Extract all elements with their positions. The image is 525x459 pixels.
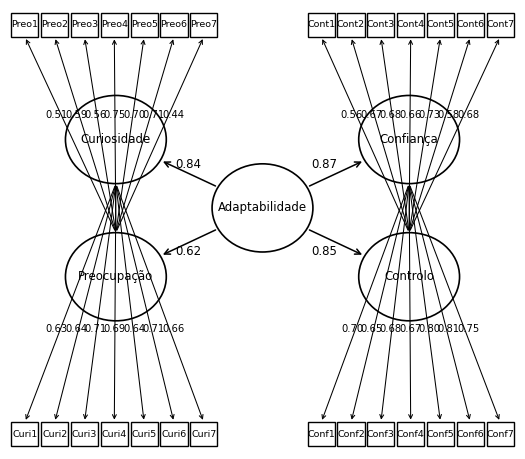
Text: Curi4: Curi4 bbox=[102, 430, 127, 439]
Text: 0.81: 0.81 bbox=[438, 325, 460, 334]
Text: 0.67: 0.67 bbox=[360, 110, 383, 120]
Text: Preo6: Preo6 bbox=[161, 20, 187, 29]
Text: 0.65: 0.65 bbox=[360, 325, 383, 334]
Text: Preo5: Preo5 bbox=[131, 20, 158, 29]
Text: 0.67: 0.67 bbox=[399, 325, 421, 334]
Text: 0.68: 0.68 bbox=[380, 110, 402, 120]
FancyBboxPatch shape bbox=[427, 422, 454, 446]
FancyBboxPatch shape bbox=[41, 422, 68, 446]
Text: Curi2: Curi2 bbox=[42, 430, 67, 439]
Text: 0.56: 0.56 bbox=[341, 110, 363, 120]
FancyBboxPatch shape bbox=[131, 422, 158, 446]
Text: Preo2: Preo2 bbox=[41, 20, 68, 29]
FancyBboxPatch shape bbox=[308, 422, 335, 446]
Text: Cont3: Cont3 bbox=[366, 20, 395, 29]
FancyBboxPatch shape bbox=[160, 13, 187, 37]
Text: 0.59: 0.59 bbox=[65, 110, 87, 120]
Text: 0.71: 0.71 bbox=[85, 325, 107, 334]
FancyBboxPatch shape bbox=[71, 13, 98, 37]
Text: 0.69: 0.69 bbox=[104, 325, 126, 334]
Text: 0.80: 0.80 bbox=[418, 325, 440, 334]
Text: Curiosidade: Curiosidade bbox=[81, 133, 151, 146]
Text: Curi3: Curi3 bbox=[72, 430, 97, 439]
Text: Controlo: Controlo bbox=[384, 270, 434, 283]
Text: 0.58: 0.58 bbox=[438, 110, 460, 120]
Text: Conf5: Conf5 bbox=[427, 430, 455, 439]
Text: 0.66: 0.66 bbox=[399, 110, 421, 120]
FancyBboxPatch shape bbox=[190, 13, 217, 37]
Text: 0.66: 0.66 bbox=[162, 325, 184, 334]
Text: 0.70: 0.70 bbox=[123, 110, 145, 120]
Text: 0.56: 0.56 bbox=[85, 110, 107, 120]
Text: 0.70: 0.70 bbox=[341, 325, 363, 334]
FancyBboxPatch shape bbox=[41, 13, 68, 37]
FancyBboxPatch shape bbox=[367, 422, 394, 446]
FancyBboxPatch shape bbox=[367, 13, 394, 37]
Text: 0.73: 0.73 bbox=[418, 110, 440, 120]
FancyBboxPatch shape bbox=[71, 422, 98, 446]
Text: 0.71: 0.71 bbox=[142, 110, 165, 120]
Text: 0.87: 0.87 bbox=[311, 158, 337, 171]
FancyBboxPatch shape bbox=[11, 422, 38, 446]
Text: Preo3: Preo3 bbox=[71, 20, 98, 29]
Text: Cont2: Cont2 bbox=[337, 20, 365, 29]
FancyBboxPatch shape bbox=[308, 13, 335, 37]
FancyBboxPatch shape bbox=[397, 13, 424, 37]
FancyBboxPatch shape bbox=[487, 422, 514, 446]
Text: Conf1: Conf1 bbox=[307, 430, 335, 439]
Text: Cont6: Cont6 bbox=[456, 20, 485, 29]
FancyBboxPatch shape bbox=[397, 422, 424, 446]
FancyBboxPatch shape bbox=[160, 422, 187, 446]
Text: 0.62: 0.62 bbox=[175, 246, 201, 258]
Text: Preo1: Preo1 bbox=[12, 20, 38, 29]
FancyBboxPatch shape bbox=[427, 13, 454, 37]
Text: 0.63: 0.63 bbox=[46, 325, 68, 334]
Text: Curi7: Curi7 bbox=[191, 430, 216, 439]
FancyBboxPatch shape bbox=[101, 422, 128, 446]
Text: Cont1: Cont1 bbox=[307, 20, 335, 29]
Text: Conf2: Conf2 bbox=[337, 430, 365, 439]
Text: Preo4: Preo4 bbox=[101, 20, 128, 29]
FancyBboxPatch shape bbox=[101, 13, 128, 37]
Text: Preo7: Preo7 bbox=[191, 20, 217, 29]
Text: Cont7: Cont7 bbox=[486, 20, 514, 29]
Text: 0.84: 0.84 bbox=[175, 158, 201, 171]
Text: Cont4: Cont4 bbox=[396, 20, 425, 29]
FancyBboxPatch shape bbox=[338, 13, 365, 37]
FancyBboxPatch shape bbox=[487, 13, 514, 37]
Text: Adaptabilidade: Adaptabilidade bbox=[218, 202, 307, 214]
Text: 0.68: 0.68 bbox=[380, 325, 402, 334]
Text: Conf7: Conf7 bbox=[486, 430, 514, 439]
Text: Confiança: Confiança bbox=[380, 133, 438, 146]
Text: 0.64: 0.64 bbox=[65, 325, 87, 334]
Text: Conf4: Conf4 bbox=[397, 430, 425, 439]
Text: Cont5: Cont5 bbox=[426, 20, 455, 29]
Text: 0.85: 0.85 bbox=[311, 246, 337, 258]
Text: Preocupação: Preocupação bbox=[78, 270, 153, 283]
Text: Curi5: Curi5 bbox=[132, 430, 157, 439]
Text: 0.44: 0.44 bbox=[162, 110, 184, 120]
FancyBboxPatch shape bbox=[131, 13, 158, 37]
Text: 0.64: 0.64 bbox=[123, 325, 145, 334]
Text: 0.75: 0.75 bbox=[457, 325, 479, 334]
Text: 0.71: 0.71 bbox=[142, 325, 165, 334]
FancyBboxPatch shape bbox=[457, 13, 484, 37]
Text: 0.75: 0.75 bbox=[104, 110, 126, 120]
FancyBboxPatch shape bbox=[190, 422, 217, 446]
Text: Curi1: Curi1 bbox=[12, 430, 37, 439]
Text: 0.68: 0.68 bbox=[457, 110, 479, 120]
FancyBboxPatch shape bbox=[338, 422, 365, 446]
FancyBboxPatch shape bbox=[457, 422, 484, 446]
Text: Curi6: Curi6 bbox=[161, 430, 186, 439]
Text: Conf6: Conf6 bbox=[456, 430, 484, 439]
FancyBboxPatch shape bbox=[11, 13, 38, 37]
Text: 0.51: 0.51 bbox=[46, 110, 68, 120]
Text: Conf3: Conf3 bbox=[367, 430, 395, 439]
